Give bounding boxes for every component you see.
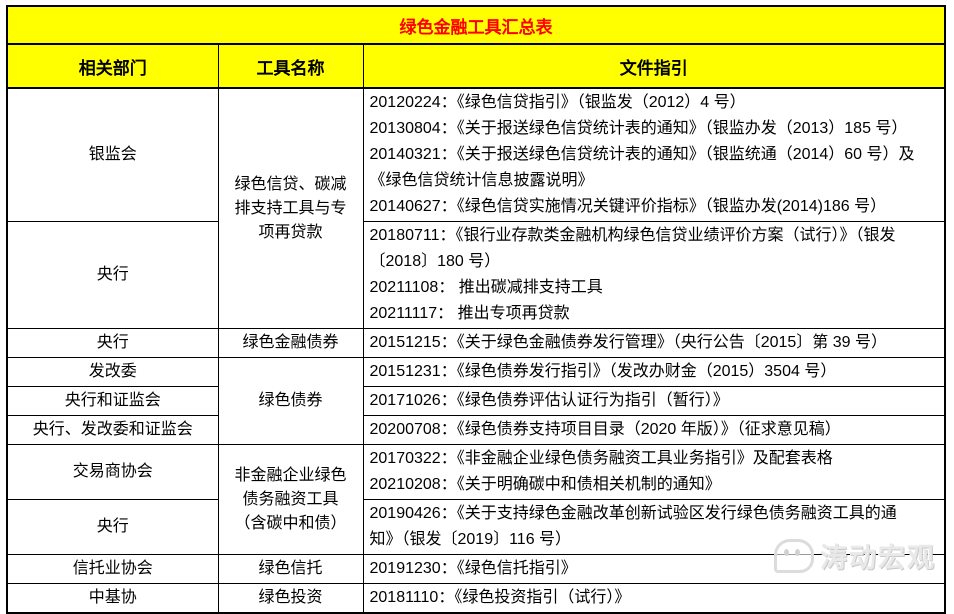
doc-line: 20190426：《关于支持绿色金融改革创新试验区发行绿色债务融资工具的通	[369, 505, 897, 522]
docs-cell: 20180711：《银行业存款类金融机构绿色信贷业绩评价方案（试行）》（银发 〔…	[362, 221, 946, 329]
table-row: 央行、发改委和证监会 20200708：《绿色债券支持项目目录（2020 年版）…	[6, 415, 946, 445]
table-row: 央行 20180711：《银行业存款类金融机构绿色信贷业绩评价方案（试行）》（银…	[6, 221, 946, 329]
dept-cell: 交易商协会	[6, 444, 219, 500]
table-row: 中基协 绿色投资 20181110：《绿色投资指引（试行）》	[6, 583, 946, 614]
table-row: 央行 绿色金融债券 20151215：《关于绿色金融债券发行管理》（央行公告〔2…	[6, 328, 946, 358]
docs-cell: 20191230：《绿色信托指引》	[362, 554, 946, 584]
docs-cell: 20181110：《绿色投资指引（试行）》	[362, 583, 946, 614]
page: 绿色金融工具汇总表 相关部门 工具名称 文件指引 银监会 绿色信贷、碳减排支持工…	[0, 5, 954, 614]
doc-line: 20120224：《绿色信贷指引》（银监发（2012）4 号）	[369, 94, 746, 111]
col-header-department: 相关部门	[6, 43, 219, 89]
docs-cell: 20120224：《绿色信贷指引》（银监发（2012）4 号） 20130804…	[362, 87, 946, 222]
dept-cell: 央行、发改委和证监会	[6, 415, 219, 445]
table-row: 信托业协会 绿色信托 20191230：《绿色信托指引》	[6, 554, 946, 584]
doc-line: 知》（银发〔2019〕116 号）	[369, 531, 572, 548]
tool-cell: 绿色金融债券	[217, 328, 364, 358]
doc-line: 20151215：《关于绿色金融债券发行管理》（央行公告〔2015〕第 39 号…	[369, 334, 887, 351]
table-title: 绿色金融工具汇总表	[6, 5, 946, 45]
doc-line: 20211117： 推出专项再贷款	[369, 305, 570, 322]
dept-cell: 信托业协会	[6, 554, 219, 584]
doc-line: 20130804：《关于报送绿色信贷统计表的通知》（银监办发（2013）185 …	[369, 120, 908, 137]
docs-cell: 20151231：《绿色债券发行指引》（发改办财金（2015）3504 号）	[362, 357, 946, 387]
col-header-documents: 文件指引	[362, 43, 946, 89]
docs-cell: 20171026：《绿色债券评估认证行为指引（暂行）》	[362, 386, 946, 416]
doc-line: 20171026：《绿色债券评估认证行为指引（暂行）》	[369, 392, 729, 409]
table-row: 银监会 绿色信贷、碳减排支持工具与专项再贷款 20120224：《绿色信贷指引》…	[6, 87, 946, 329]
dept-cell: 央行和证监会	[6, 386, 219, 416]
docs-cell: 20151215：《关于绿色金融债券发行管理》（央行公告〔2015〕第 39 号…	[362, 328, 946, 358]
doc-line: 20170322：《非金融企业绿色债务融资工具业务指引》及配套表格	[369, 450, 833, 467]
table-row: 发改委 绿色债券 20151231：《绿色债券发行指引》（发改办财金（2015）…	[6, 357, 946, 445]
table-row: 央行 20190426：《关于支持绿色金融改革创新试验区发行绿色债务融资工具的通…	[6, 499, 946, 555]
dept-cell: 央行	[6, 221, 219, 329]
tool-cell: 绿色债券	[217, 357, 364, 445]
tool-cell: 非金融企业绿色债务融资工具（含碳中和债）	[217, 444, 364, 555]
docs-cell: 20200708：《绿色债券支持项目目录（2020 年版）》（征求意见稿）	[362, 415, 946, 445]
table-header-row: 相关部门 工具名称 文件指引	[6, 43, 946, 89]
doc-line: 20181110：《绿色投资指引（试行）》	[369, 589, 631, 606]
docs-cell: 20170322：《非金融企业绿色债务融资工具业务指引》及配套表格 202102…	[362, 444, 946, 500]
doc-line: 20211108： 推出碳减排支持工具	[369, 279, 603, 296]
doc-line: 〔2018〕180 号）	[369, 253, 501, 270]
doc-line: 《绿色信贷统计信息披露说明》	[369, 172, 594, 189]
green-finance-table: 绿色金融工具汇总表 相关部门 工具名称 文件指引 银监会 绿色信贷、碳减排支持工…	[6, 5, 947, 614]
doc-line: 20140627：《绿色信贷实施情况关键评价指标》（银监办发(2014)186 …	[369, 198, 887, 215]
col-header-tool: 工具名称	[217, 43, 364, 89]
dept-cell: 发改委	[6, 357, 219, 387]
doc-line: 20200708：《绿色债券支持项目目录（2020 年版）》（征求意见稿）	[369, 421, 841, 438]
table-row: 交易商协会 非金融企业绿色债务融资工具（含碳中和债） 20170322：《非金融…	[6, 444, 946, 555]
tool-cell: 绿色信托	[217, 554, 364, 584]
doc-line: 20180711：《银行业存款类金融机构绿色信贷业绩评价方案（试行）》（银发	[369, 227, 896, 244]
doc-line: 20140321：《关于报送绿色信贷统计表的通知》（银监统通（2014）60 号…	[369, 146, 915, 163]
docs-cell: 20190426：《关于支持绿色金融改革创新试验区发行绿色债务融资工具的通 知》…	[362, 499, 946, 555]
doc-line: 20191230：《绿色信托指引》	[369, 560, 577, 577]
dept-cell: 银监会	[6, 87, 219, 222]
dept-cell: 央行	[6, 328, 219, 358]
doc-line: 20210208：《关于明确碳中和债相关机制的通知》	[369, 476, 721, 493]
tool-cell: 绿色投资	[217, 583, 364, 614]
dept-cell: 央行	[6, 499, 219, 555]
table-title-row: 绿色金融工具汇总表	[6, 5, 946, 45]
dept-cell: 中基协	[6, 583, 219, 614]
doc-line: 20151231：《绿色债券发行指引》（发改办财金（2015）3504 号）	[369, 363, 837, 380]
tool-cell: 绿色信贷、碳减排支持工具与专项再贷款	[217, 87, 364, 329]
table-row: 央行和证监会 20171026：《绿色债券评估认证行为指引（暂行）》	[6, 386, 946, 416]
